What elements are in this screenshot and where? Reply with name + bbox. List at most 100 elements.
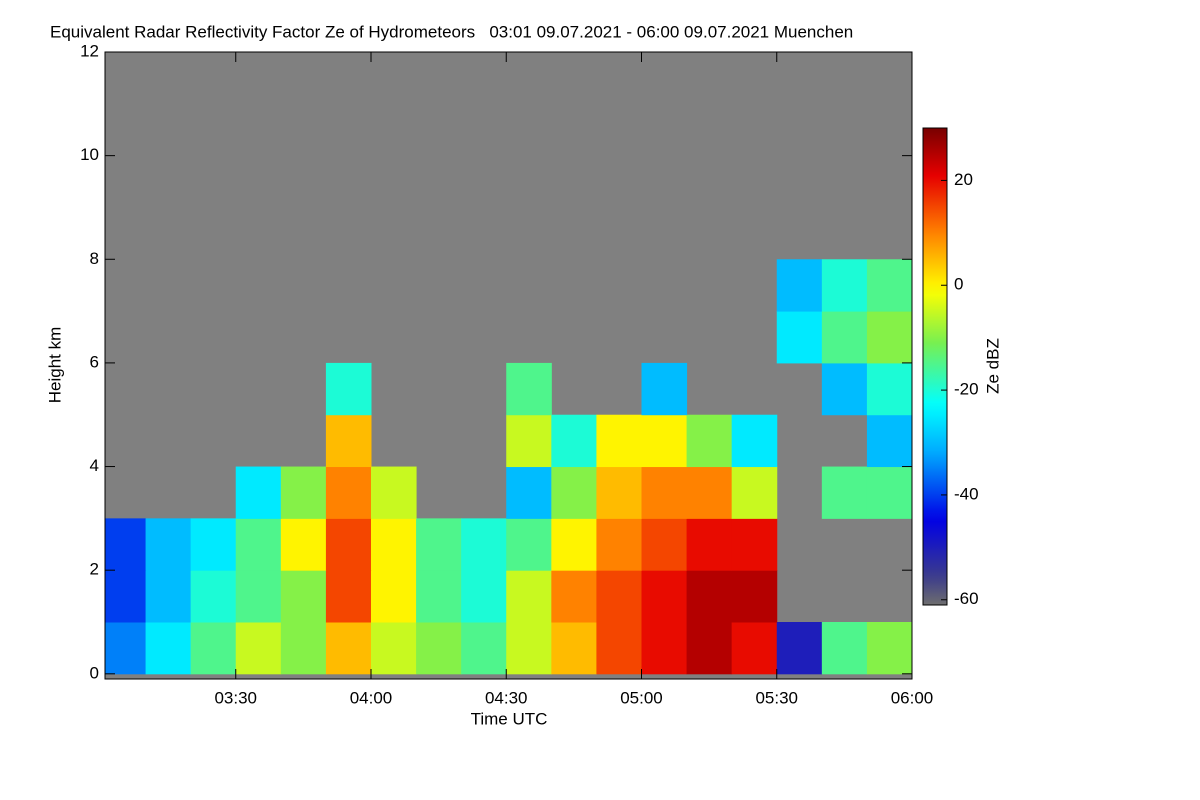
- heat-cell: [235, 622, 282, 675]
- heat-cell: [551, 466, 597, 519]
- colorbar-tick-label: -60: [954, 589, 979, 608]
- heat-cell: [105, 622, 147, 675]
- heat-cell: [866, 362, 913, 416]
- heat-cell: [686, 466, 733, 519]
- y-tick-label: 10: [80, 145, 99, 164]
- heat-cell: [596, 518, 642, 571]
- heat-cell: [776, 259, 823, 312]
- heat-cell: [280, 622, 327, 675]
- heat-cell: [280, 466, 327, 519]
- heat-cell: [821, 259, 868, 312]
- x-axis-label: Time UTC: [471, 709, 548, 728]
- heat-cell: [190, 570, 237, 623]
- heat-cell: [235, 466, 282, 519]
- heat-cell: [105, 518, 147, 571]
- y-tick-label: 0: [90, 663, 99, 682]
- heat-cell: [506, 414, 552, 468]
- heat-cell: [686, 518, 733, 571]
- heat-cell: [280, 518, 327, 571]
- heat-cell: [416, 622, 462, 675]
- heat-cell: [641, 466, 688, 519]
- x-tick-label: 05:00: [620, 688, 663, 707]
- x-tick-label: 06:00: [891, 688, 934, 707]
- heat-cell: [370, 518, 417, 571]
- heat-cell: [866, 466, 913, 519]
- plot-frame: [104, 51, 913, 680]
- heat-cell: [866, 414, 913, 468]
- heat-cell: [551, 622, 597, 675]
- heat-cell: [506, 570, 552, 623]
- heat-cell: [235, 518, 282, 571]
- heat-cell: [190, 518, 237, 571]
- heat-cell: [145, 622, 192, 675]
- heat-cell: [641, 622, 688, 675]
- heat-cell: [641, 362, 688, 416]
- heat-cell: [776, 622, 823, 675]
- colorbar-scale: [922, 127, 948, 606]
- colorbar-tick-label: -40: [954, 484, 979, 503]
- heat-cell: [145, 518, 192, 571]
- y-tick-label: 8: [90, 249, 99, 268]
- heat-cell: [370, 622, 417, 675]
- heat-cell: [325, 570, 372, 623]
- colorbar: -60 -40 -20 0 20: [922, 127, 979, 608]
- y-tick-label: 6: [90, 352, 99, 371]
- heat-cell: [821, 622, 868, 675]
- heat-cell: [641, 570, 688, 623]
- heat-cell: [506, 362, 552, 416]
- heat-cell: [686, 570, 733, 623]
- heat-cell: [641, 414, 688, 468]
- heat-cell: [866, 259, 913, 312]
- y-tick-label: 4: [90, 456, 99, 475]
- y-axis-label: Height km: [45, 327, 64, 404]
- heat-cell: [506, 518, 552, 571]
- heat-cell: [370, 466, 417, 519]
- heat-cell: [731, 518, 778, 571]
- x-tick-label: 04:30: [485, 688, 528, 707]
- heat-cell: [461, 570, 507, 623]
- heat-cell: [551, 414, 597, 468]
- heat-cell: [190, 622, 237, 675]
- heat-cell: [145, 570, 192, 623]
- heat-cell: [821, 311, 868, 364]
- heat-cell: [866, 622, 913, 675]
- heat-cell: [105, 570, 147, 623]
- heat-cell: [731, 414, 778, 468]
- heat-cell: [461, 622, 507, 675]
- heat-cell: [596, 466, 642, 519]
- heat-cell: [235, 570, 282, 623]
- colorbar-tick-label: 0: [954, 275, 963, 294]
- heat-cell: [596, 570, 642, 623]
- heat-cell: [731, 622, 778, 675]
- heat-cell: [821, 466, 868, 519]
- heat-cell: [416, 570, 462, 623]
- chart-title: Equivalent Radar Reflectivity Factor Ze …: [50, 22, 853, 41]
- heat-cell: [325, 466, 372, 519]
- heat-cell: [551, 518, 597, 571]
- heat-cell: [551, 570, 597, 623]
- heat-cell: [506, 466, 552, 519]
- colorbar-label: Ze dBZ: [983, 338, 1002, 394]
- y-tick-label: 2: [90, 560, 99, 579]
- heat-cell: [731, 570, 778, 623]
- heat-cell: [731, 466, 778, 519]
- heat-cell: [686, 622, 733, 675]
- plot-area: 03:30 04:00 04:30 05:00 05:30 06:00 0 2 4 6 8 10 12: [80, 41, 933, 707]
- heat-cell: [686, 414, 733, 468]
- heat-cell: [461, 518, 507, 571]
- x-tick-label: 03:30: [214, 688, 257, 707]
- heat-cell: [370, 570, 417, 623]
- y-tick-label: 12: [80, 41, 99, 60]
- heat-cell: [596, 622, 642, 675]
- heat-cell: [821, 362, 868, 416]
- heat-cell: [506, 622, 552, 675]
- x-tick-label: 04:00: [350, 688, 393, 707]
- colorbar-tick-label: -20: [954, 380, 979, 399]
- x-tick-label: 05:30: [755, 688, 798, 707]
- colorbar-tick-label: 20: [954, 170, 973, 189]
- heat-cell: [416, 518, 462, 571]
- heat-cell: [325, 518, 372, 571]
- heat-cell: [866, 311, 913, 364]
- heat-cell: [325, 362, 372, 416]
